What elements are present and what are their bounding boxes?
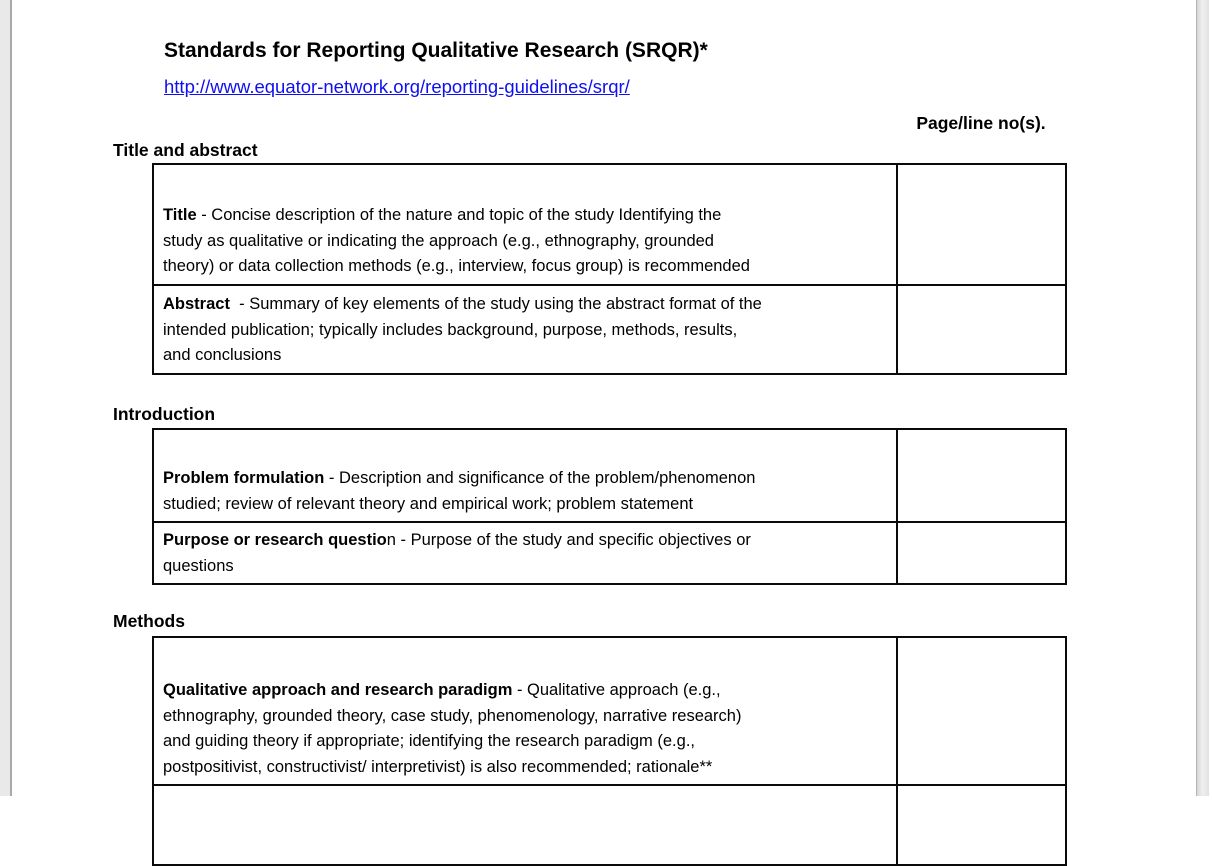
- vertical-scrollbar[interactable]: [1196, 0, 1209, 796]
- checklist-row-abstract: Abstract - Summary of key elements of th…: [152, 284, 1067, 375]
- item-term: Abstract: [163, 295, 235, 313]
- item-description-cell: Purpose or research question - Purpose o…: [152, 521, 898, 585]
- item-term: Qualitative approach and research paradi…: [163, 681, 513, 699]
- item-description-cell: Problem formulation - Description and si…: [152, 428, 898, 523]
- page-no-cell[interactable]: [896, 521, 1067, 585]
- item-description: - Description and significance of the pr…: [163, 469, 756, 513]
- item-term: Problem formulation: [163, 469, 325, 487]
- checklist-row-partial: [152, 784, 1067, 866]
- equator-network-link[interactable]: http://www.equator-network.org/reporting…: [164, 76, 630, 97]
- title-abstract-table: Title - Concise description of the natur…: [152, 163, 1067, 375]
- checklist-row-qualitative-approach: Qualitative approach and research paradi…: [152, 636, 1067, 786]
- item-description-cell: Qualitative approach and research paradi…: [152, 636, 898, 786]
- item-description: - Qualitative approach (e.g., ethnograph…: [163, 681, 742, 776]
- checklist-row-title: Title - Concise description of the natur…: [152, 163, 1067, 286]
- scrollbar-rail: [1194, 0, 1212, 796]
- checklist-row-problem-formulation: Problem formulation - Description and si…: [152, 428, 1067, 523]
- page-no-cell[interactable]: [896, 163, 1067, 286]
- item-description: - Summary of key elements of the study u…: [163, 295, 762, 364]
- introduction-table: Problem formulation - Description and si…: [152, 428, 1067, 585]
- document-page: Standards for Reporting Qualitative Rese…: [14, 0, 1194, 866]
- item-description-cell: Title - Concise description of the natur…: [152, 163, 898, 286]
- section-heading-methods: Methods: [113, 611, 185, 631]
- checklist-row-purpose: Purpose or research question - Purpose o…: [152, 521, 1067, 585]
- page-no-cell[interactable]: [896, 784, 1067, 866]
- item-description: n - Purpose of the study and specific ob…: [163, 531, 751, 575]
- page-line-column-header: Page/line no(s).: [916, 113, 1046, 133]
- section-heading-title-and-abstract: Title and abstract: [113, 140, 258, 160]
- item-description-cell: Abstract - Summary of key elements of th…: [152, 284, 898, 375]
- section-heading-introduction: Introduction: [113, 404, 216, 424]
- page-no-cell[interactable]: [896, 428, 1067, 523]
- page-no-cell[interactable]: [896, 636, 1067, 786]
- page-no-cell[interactable]: [896, 284, 1067, 375]
- item-description: - Concise description of the nature and …: [163, 206, 750, 275]
- window-left-edge: [0, 0, 12, 796]
- item-term: Title: [163, 206, 197, 224]
- item-description-cell: [152, 784, 898, 866]
- document-title: Standards for Reporting Qualitative Rese…: [164, 39, 708, 62]
- methods-table: Qualitative approach and research paradi…: [152, 636, 1067, 866]
- item-term: Purpose or research questio: [163, 531, 387, 549]
